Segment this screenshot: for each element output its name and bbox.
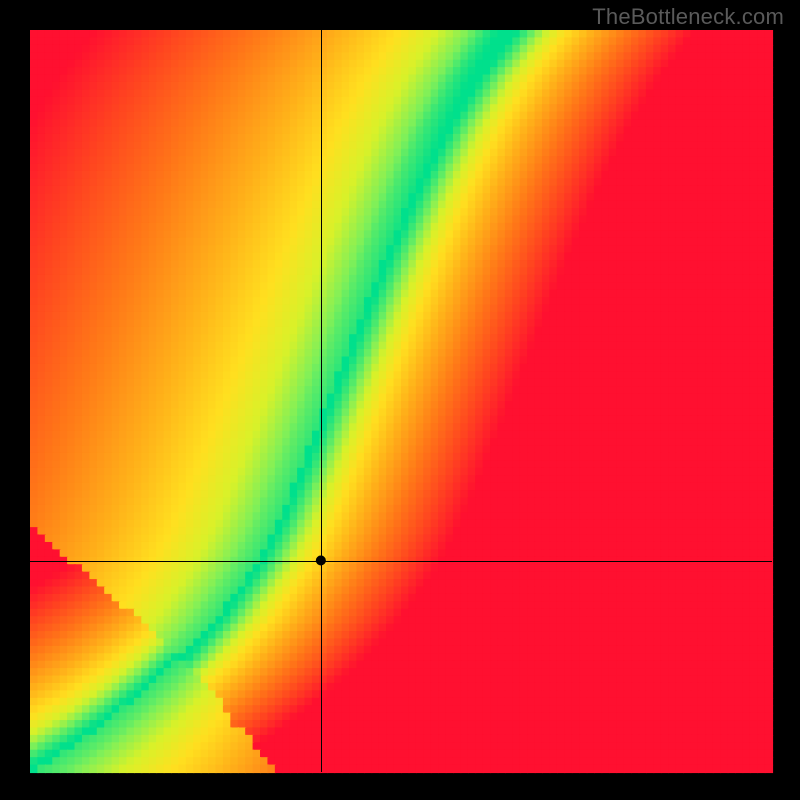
bottleneck-heatmap bbox=[0, 0, 800, 800]
chart-container: { "watermark": { "text": "TheBottleneck.… bbox=[0, 0, 800, 800]
watermark-text: TheBottleneck.com bbox=[592, 4, 784, 30]
